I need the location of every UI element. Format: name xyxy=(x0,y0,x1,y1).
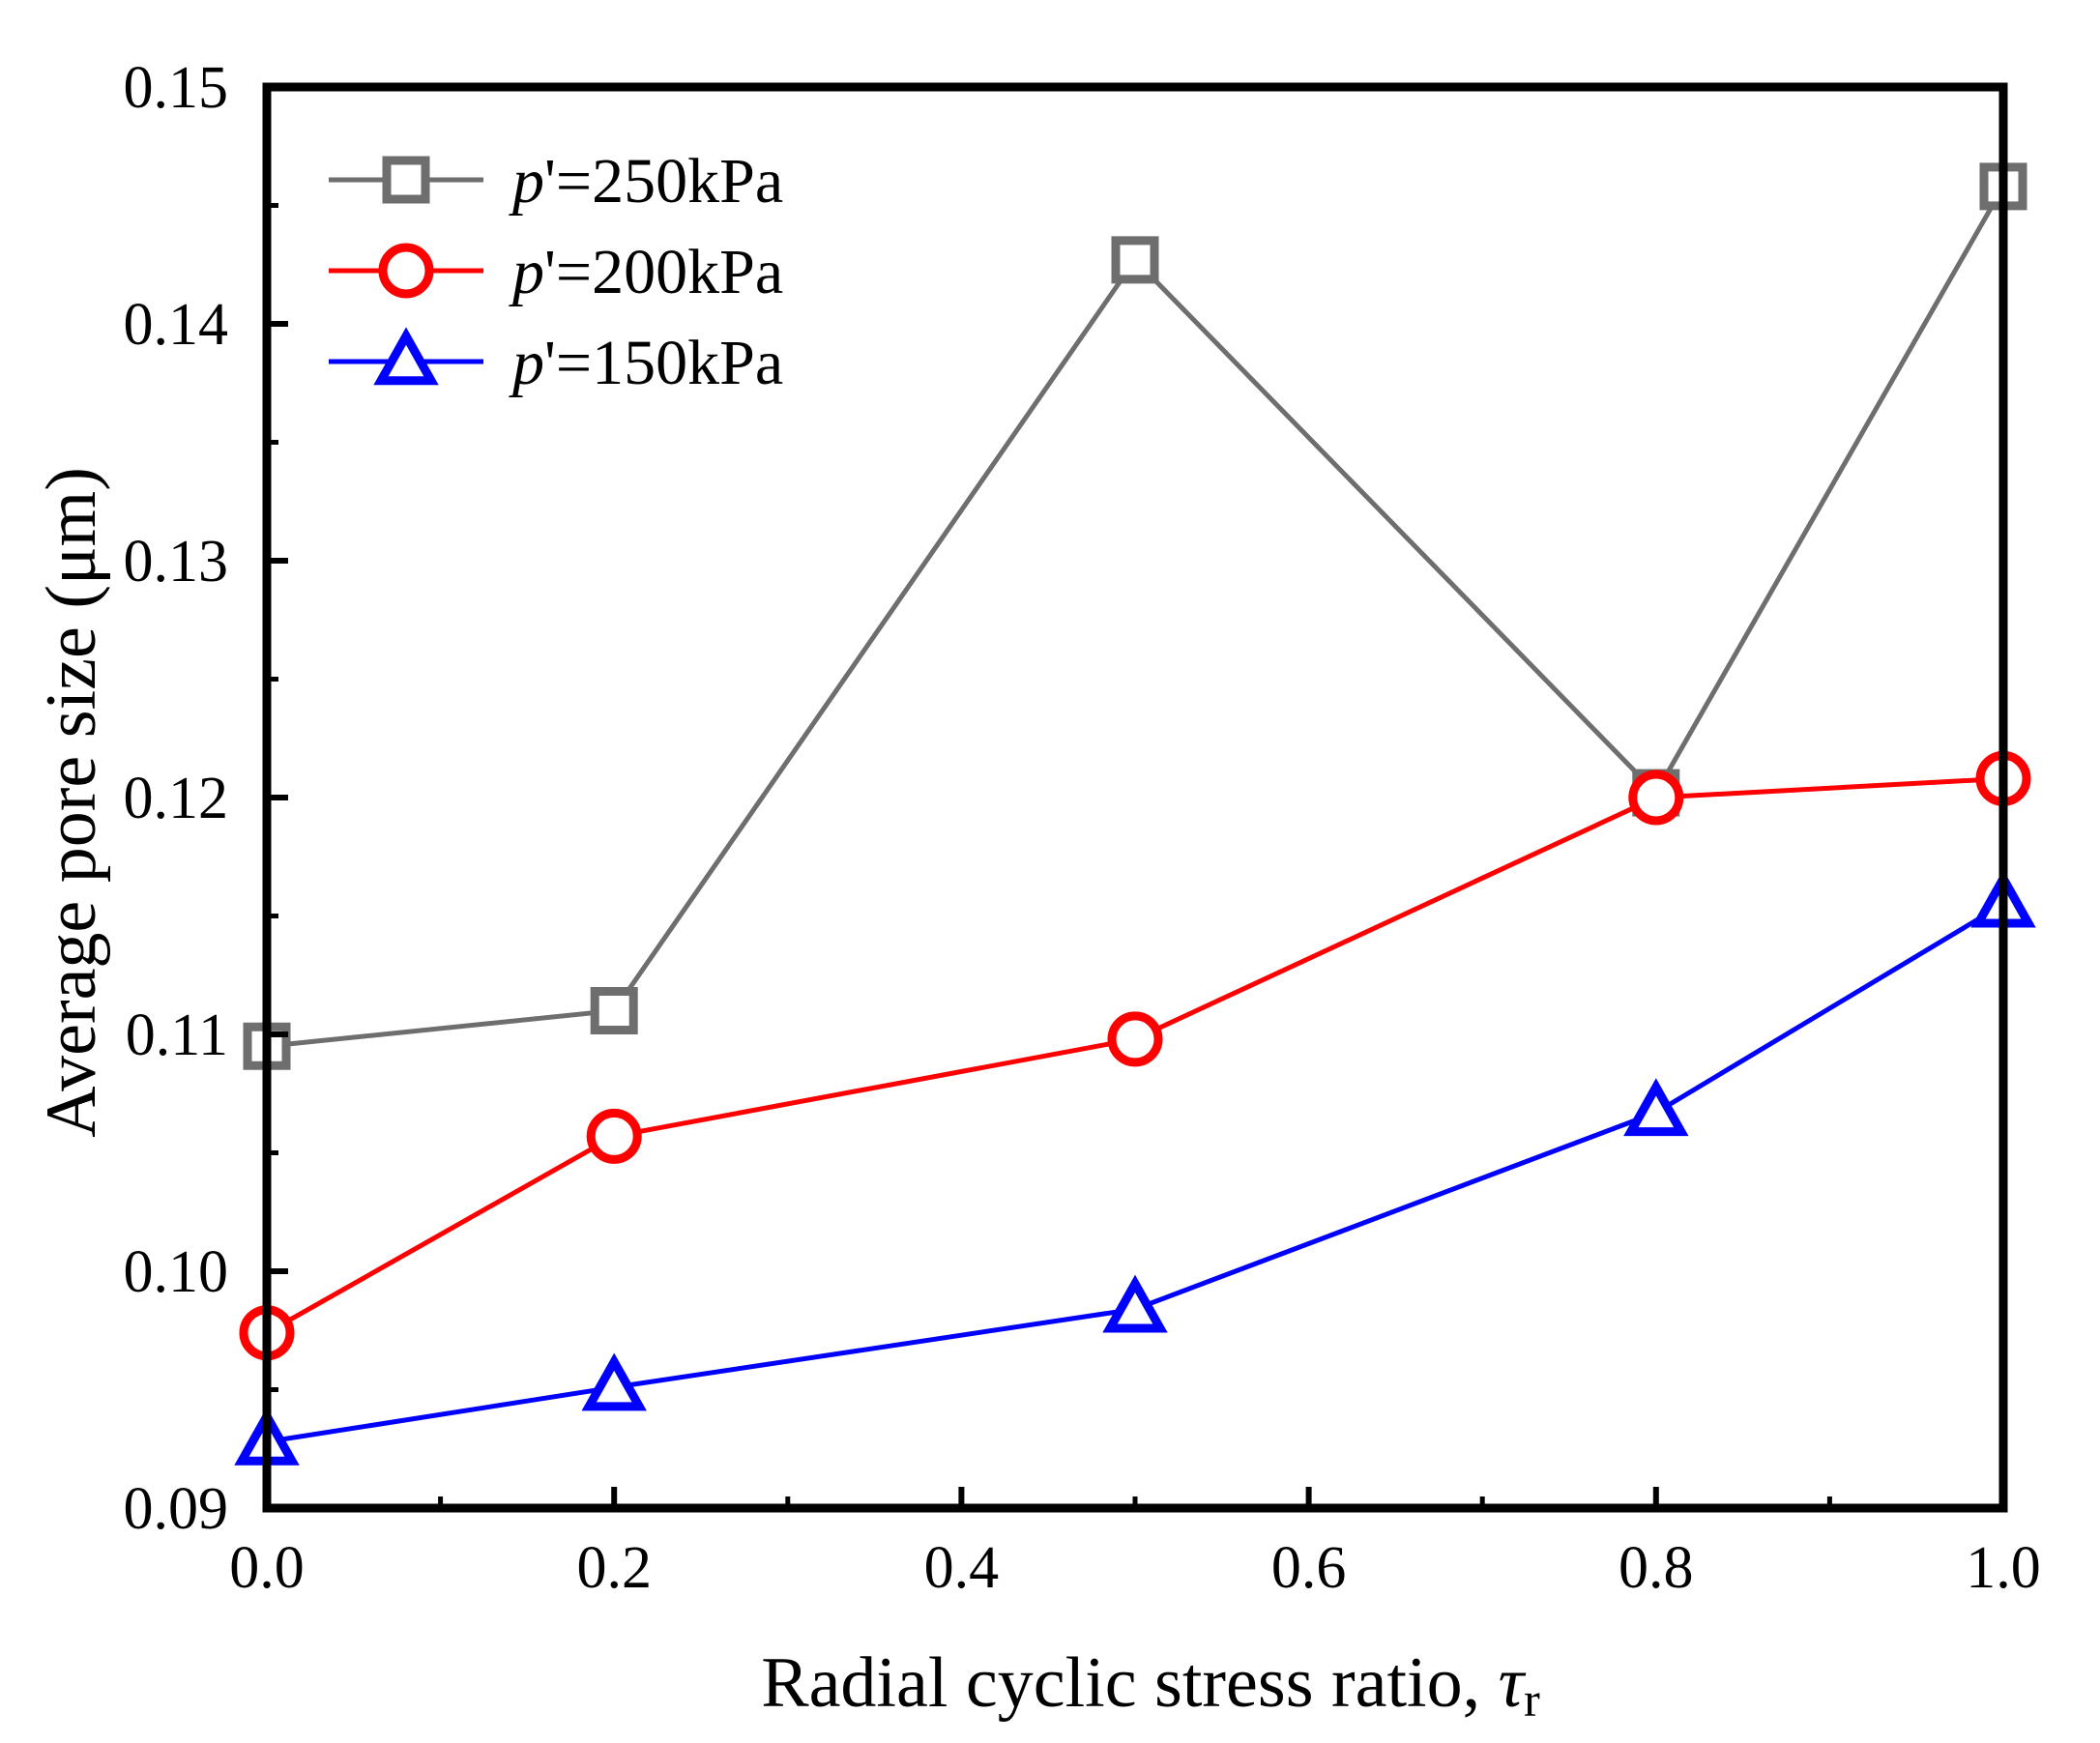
y-tick-label: 0.13 xyxy=(124,529,229,595)
data-point-triangle xyxy=(581,1352,647,1411)
data-point-circle xyxy=(1628,770,1684,826)
legend-label: p'=150kPa xyxy=(509,328,783,398)
x-tick-label: 0.2 xyxy=(576,1535,652,1601)
y-tick-label: 0.14 xyxy=(124,292,229,358)
series-circle xyxy=(239,750,2031,1361)
legend-label: p'=250kPa xyxy=(509,146,783,217)
data-point-circle xyxy=(586,1108,642,1164)
series-line xyxy=(266,902,2005,1444)
x-tick-label: 0.6 xyxy=(1271,1535,1347,1601)
y-axis-title: Average pore size (μm) xyxy=(32,467,111,1138)
x-axis-title: Radial cyclic stress ratio, τr xyxy=(761,1643,1540,1727)
legend-item: p'=200kPa xyxy=(329,237,783,307)
legend-marker-triangle xyxy=(373,327,439,386)
legend-item: p'=150kPa xyxy=(329,327,783,398)
x-tick-label: 1.0 xyxy=(1966,1535,2041,1601)
y-tick-label: 0.10 xyxy=(124,1239,229,1305)
data-point-square xyxy=(590,987,638,1034)
legend-label: p'=200kPa xyxy=(509,237,783,307)
series-layer xyxy=(234,162,2036,1466)
x-tick-label: 0.8 xyxy=(1619,1535,1694,1601)
data-point-circle xyxy=(1107,1011,1163,1067)
legend-marker-square xyxy=(382,156,430,204)
x-tick-label: 0.0 xyxy=(229,1535,305,1601)
y-tick-label: 0.09 xyxy=(124,1476,229,1542)
y-tick-label: 0.11 xyxy=(126,1002,228,1068)
legend-marker-circle xyxy=(378,243,434,299)
axes-layer: 0.0 0.2 0.4 0.6 0.8 1.0 0.09 0.10 0.11 0.12 0.13 0.… xyxy=(124,55,2041,1601)
legend-item: p'=250kPa xyxy=(329,146,783,217)
y-tick-label: 0.12 xyxy=(124,766,229,831)
legend: p'=250kPa p'=200kPa p'=150kPa xyxy=(329,146,783,398)
data-point-square xyxy=(1111,236,1159,284)
y-tick-label: 0.15 xyxy=(124,55,229,121)
x-tick-label: 0.4 xyxy=(924,1535,1000,1601)
series-line xyxy=(266,185,2006,1049)
series-triangle xyxy=(234,869,2036,1466)
data-point-triangle xyxy=(1623,1078,1689,1137)
data-point-triangle xyxy=(1102,1274,1168,1333)
